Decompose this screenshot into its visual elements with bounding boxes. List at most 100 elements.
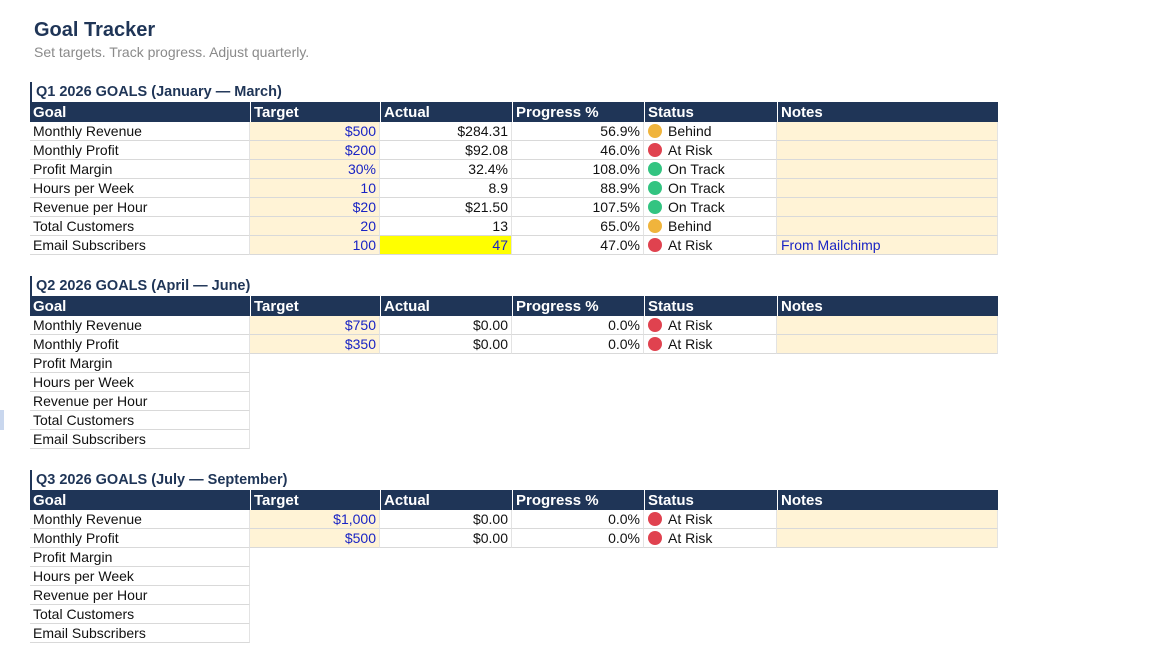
goal-cell[interactable]: Revenue per Hour [30,198,250,217]
goal-cell[interactable]: Monthly Profit [30,529,250,548]
progress-cell[interactable]: 88.9% [512,179,644,198]
goal-cell[interactable]: Monthly Profit [30,141,250,160]
status-cell[interactable]: At Risk [644,316,777,335]
target-cell[interactable]: $20 [250,198,380,217]
actual-cell[interactable]: $0.00 [380,529,512,548]
actual-cell[interactable]: $284.31 [380,122,512,141]
progress-cell[interactable]: 46.0% [512,141,644,160]
target-cell[interactable]: 10 [250,179,380,198]
notes-cell[interactable] [777,160,998,179]
actual-cell[interactable]: $21.50 [380,198,512,217]
target-cell[interactable]: $1,000 [250,510,380,529]
target-cell[interactable]: $350 [250,335,380,354]
notes-cell[interactable] [777,510,998,529]
goal-cell[interactable]: Profit Margin [30,548,250,567]
column-header[interactable]: Progress % [512,296,644,316]
goal-cell[interactable]: Email Subscribers [30,430,250,449]
status-cell[interactable]: At Risk [644,141,777,160]
target-cell[interactable]: 30% [250,160,380,179]
actual-cell[interactable]: $0.00 [380,316,512,335]
notes-cell[interactable] [777,122,998,141]
column-header[interactable]: Notes [777,296,998,316]
goal-cell[interactable]: Revenue per Hour [30,586,250,605]
status-cell[interactable]: On Track [644,160,777,179]
column-header[interactable]: Actual [380,102,512,122]
progress-cell[interactable]: 0.0% [512,529,644,548]
target-cell[interactable]: $500 [250,122,380,141]
actual-cell[interactable]: 32.4% [380,160,512,179]
status-cell[interactable]: At Risk [644,335,777,354]
column-header[interactable]: Status [644,102,777,122]
goal-cell[interactable]: Profit Margin [30,160,250,179]
circle-icon [648,124,662,138]
goal-cell[interactable]: Hours per Week [30,567,250,586]
page-subtitle: Set targets. Track progress. Adjust quar… [34,44,310,60]
column-header[interactable]: Goal [33,298,67,315]
status-cell[interactable]: At Risk [644,236,777,255]
goal-cell[interactable]: Hours per Week [30,179,250,198]
column-header[interactable]: Progress % [512,102,644,122]
notes-cell[interactable] [777,141,998,160]
column-header[interactable]: Target [250,296,380,316]
column-header[interactable]: Target [250,102,380,122]
progress-cell[interactable]: 108.0% [512,160,644,179]
status-cell[interactable]: On Track [644,179,777,198]
column-header[interactable]: Progress % [512,490,644,510]
progress-cell[interactable]: 47.0% [512,236,644,255]
actual-cell[interactable]: $0.00 [380,335,512,354]
table-row: Hours per Week [30,567,998,586]
goal-section: Q1 2026 GOALS (January — March) Goal Targe… [30,82,998,255]
status-cell[interactable]: Behind [644,122,777,141]
goal-cell[interactable]: Monthly Profit [30,335,250,354]
status-cell[interactable]: At Risk [644,529,777,548]
target-cell[interactable]: $200 [250,141,380,160]
status-cell[interactable]: Behind [644,217,777,236]
actual-cell[interactable]: 13 [380,217,512,236]
column-header[interactable]: Actual [380,296,512,316]
status-cell[interactable]: On Track [644,198,777,217]
column-header[interactable]: Actual [380,490,512,510]
actual-cell[interactable]: $0.00 [380,510,512,529]
column-header[interactable]: Notes [777,490,998,510]
column-header[interactable]: Status [644,296,777,316]
progress-cell[interactable]: 65.0% [512,217,644,236]
goal-cell[interactable]: Total Customers [30,217,250,236]
status-cell[interactable]: At Risk [644,510,777,529]
target-cell[interactable]: $750 [250,316,380,335]
goal-cell[interactable]: Email Subscribers [30,236,250,255]
actual-cell[interactable]: 47 [380,236,512,255]
target-cell[interactable]: 100 [250,236,380,255]
progress-cell[interactable]: 0.0% [512,316,644,335]
goal-cell[interactable]: Monthly Revenue [30,510,250,529]
goal-cell[interactable]: Monthly Revenue [30,122,250,141]
column-header[interactable]: Goal [33,492,67,509]
notes-cell[interactable] [777,217,998,236]
progress-cell[interactable]: 0.0% [512,510,644,529]
notes-cell[interactable] [777,316,998,335]
notes-cell[interactable]: From Mailchimp [777,236,998,255]
progress-cell[interactable]: 0.0% [512,335,644,354]
goal-cell[interactable]: Hours per Week [30,373,250,392]
table-row: Email Subscribers [30,624,998,643]
goal-cell[interactable]: Revenue per Hour [30,392,250,411]
goal-cell[interactable]: Total Customers [30,411,250,430]
goal-cell[interactable]: Email Subscribers [30,624,250,643]
notes-cell[interactable] [777,335,998,354]
column-header[interactable]: Status [644,490,777,510]
table-row: Revenue per Hour [30,586,998,605]
goal-cell[interactable]: Total Customers [30,605,250,624]
column-header[interactable]: Goal [33,104,67,121]
target-cell[interactable]: 20 [250,217,380,236]
progress-cell[interactable]: 107.5% [512,198,644,217]
progress-cell[interactable]: 56.9% [512,122,644,141]
target-cell[interactable]: $500 [250,529,380,548]
actual-cell[interactable]: $92.08 [380,141,512,160]
column-header[interactable]: Target [250,490,380,510]
goal-cell[interactable]: Monthly Revenue [30,316,250,335]
actual-cell[interactable]: 8.9 [380,179,512,198]
goal-cell[interactable]: Profit Margin [30,354,250,373]
notes-cell[interactable] [777,179,998,198]
notes-cell[interactable] [777,198,998,217]
column-header[interactable]: Notes [777,102,998,122]
notes-cell[interactable] [777,529,998,548]
